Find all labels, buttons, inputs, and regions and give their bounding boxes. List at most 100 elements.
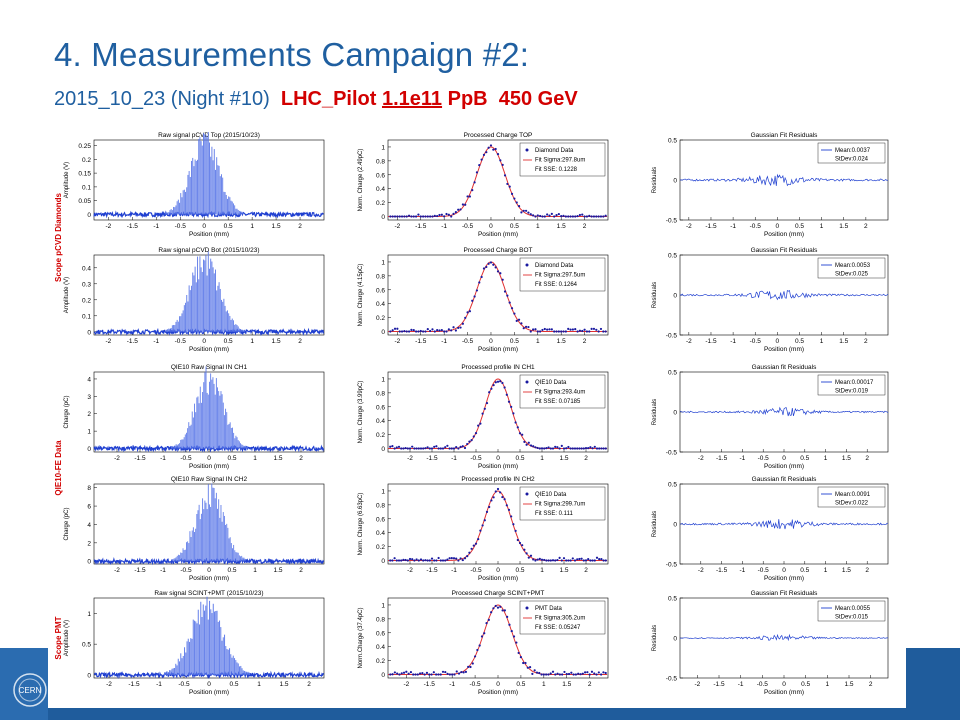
data-point [574,673,578,676]
data-point [455,670,458,673]
histogram-bar [218,282,220,332]
histogram-bar [174,668,176,675]
x-tick-label: 0.5 [800,455,809,462]
data-point [555,330,558,333]
histogram-bar [180,193,182,215]
x-tick-label: -1.5 [128,681,140,688]
x-axis-label: Position (mm) [764,231,804,238]
histogram-bar [203,382,205,449]
x-tick-label: 0 [782,455,786,462]
data-point [435,673,438,676]
y-axis-label: Residuals [652,282,658,308]
data-point [598,447,601,450]
histogram-bar [171,668,173,675]
data-point [400,447,403,450]
y-tick-label: 0 [381,672,385,679]
data-point [510,405,513,408]
data-point [540,558,544,561]
data-point [565,447,568,450]
histogram-bar [175,557,177,562]
histogram-bar [191,285,193,332]
histogram-bar [211,146,213,215]
data-point [548,214,551,217]
data-point [457,672,461,675]
data-point [478,164,481,167]
histogram-bar [236,437,238,449]
data-point [411,558,414,561]
x-tick-label: -0.5 [175,223,187,230]
legend-box [519,142,606,177]
data-point [419,447,423,450]
data-point [522,327,525,330]
histogram-bar [234,205,236,215]
data-point [428,673,431,676]
data-point [565,672,568,676]
x-tick-label: 0.5 [510,338,519,345]
data-point [489,261,493,264]
histogram-bar [180,316,182,332]
data-point [570,671,573,674]
x-tick-label: 1 [250,223,254,230]
x-tick-label: 0 [776,338,780,345]
data-point [459,326,462,329]
histogram-bar [173,446,175,449]
y-tick-label: 0 [673,410,677,417]
y-tick-label: 0.4 [376,418,385,425]
y-tick-label: 0.2 [82,297,91,304]
data-point [602,215,605,218]
data-point [410,328,413,331]
data-point [470,439,473,442]
data-point [532,214,535,217]
y-tick-label: 8 [87,485,91,492]
data-point [527,211,530,214]
histogram-bar [191,530,193,562]
histogram-bar [206,137,208,215]
histogram-bar [206,392,208,449]
histogram-bar [241,668,243,675]
histogram-bar [229,648,231,675]
legend-entry: StDev:0.019 [835,389,869,395]
legend-entry: Fit Sigma:297.8um [535,158,585,164]
x-tick-label: -2 [106,681,112,688]
x-tick-label: -0.5 [470,455,482,462]
histogram-bar [221,521,223,562]
data-point [433,214,436,217]
data-point [573,559,577,562]
row-group-label: Scope pCVD Diamonds [54,193,63,282]
data-point [452,326,455,329]
data-point [485,401,489,405]
histogram-bar [177,444,179,449]
cern-logo-text: CERN [19,686,42,695]
residual-line [679,173,889,187]
x-tick-label: 1.5 [839,223,848,230]
data-point [393,327,397,330]
data-point [397,445,401,448]
histogram-bar [196,397,198,449]
data-point [517,318,521,321]
x-tick-label: 0 [776,223,780,230]
data-point [412,328,415,332]
legend-entry: Fit SSE: 0.05247 [535,625,581,631]
histogram-bar [199,624,201,675]
data-point [478,281,481,284]
data-point [589,559,592,562]
histogram-bar [207,251,209,332]
y-tick-label: 0.8 [376,390,385,397]
histogram-bar [179,443,181,449]
data-point [454,211,457,214]
data-point [538,447,541,450]
data-point [443,215,446,218]
x-tick-label: -1 [740,567,746,574]
x-tick-label: 1 [540,455,544,462]
legend-entry: Fit SSE: 0.07185 [535,399,581,405]
data-point [467,665,470,668]
data-point [446,672,449,675]
data-point [437,673,440,676]
x-tick-label: -1 [160,567,166,574]
data-point [474,542,478,545]
histogram-bar [219,395,221,449]
row-group-label: Scope PMT [54,616,63,659]
legend-entry: Mean:0.0053 [835,263,871,269]
histogram-bar [241,444,243,449]
data-point [523,548,526,551]
